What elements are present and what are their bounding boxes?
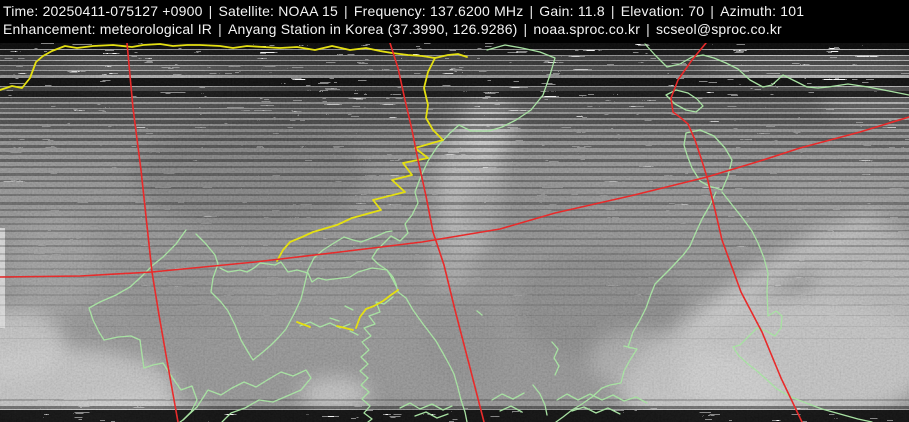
- time-label: Time: 20250411-075127 +0900: [3, 3, 203, 19]
- station-label: Anyang Station in Korea (37.3990, 126.92…: [227, 21, 518, 37]
- gain-label: Gain: 11.8: [539, 3, 605, 19]
- email-label: scseol@sproc.co.kr: [655, 21, 782, 37]
- website-label: noaa.sproc.co.kr: [533, 21, 641, 37]
- header-separator: |: [529, 3, 534, 19]
- frequency-label: Frequency: 137.6200 MHz: [353, 3, 524, 19]
- header-separator: |: [344, 3, 348, 19]
- header-separator: |: [646, 21, 650, 37]
- header-separator: |: [523, 21, 528, 37]
- header-line-2: Enhancement: meteorological IR | Anyang St…: [0, 20, 909, 38]
- azimuth-label: Azimuth: 101: [720, 3, 805, 19]
- overlay-grain: [0, 43, 909, 422]
- header-separator: |: [610, 3, 615, 19]
- header-line-1: Time: 20250411-075127 +0900 | Satellite: N…: [0, 0, 909, 20]
- satellite-label: Satellite: NOAA 15: [218, 3, 339, 19]
- elevation-label: Elevation: 70: [620, 3, 705, 19]
- header-separator: |: [208, 3, 213, 19]
- header-bar: Time: 20250411-075127 +0900 | Satellite: N…: [0, 0, 909, 43]
- header-separator: |: [218, 21, 222, 37]
- enhancement-label: Enhancement: meteorological IR: [3, 21, 213, 37]
- header-separator: |: [710, 3, 715, 19]
